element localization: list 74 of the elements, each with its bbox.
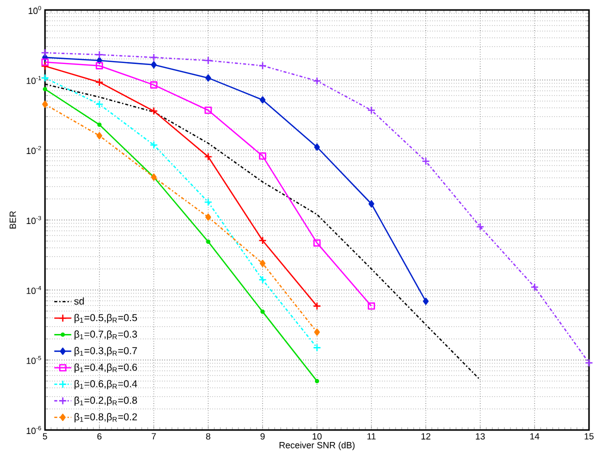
point	[258, 62, 267, 70]
y-tick-label: 10$^{-4}$	[26, 286, 42, 294]
point	[150, 53, 158, 62]
legend-label: β$_{1}$=0.7,β$_{R}$=0.3	[74, 330, 137, 340]
point	[150, 81, 158, 89]
y-tick-label: 10$^{-2}$	[26, 146, 42, 154]
point	[530, 282, 539, 292]
point	[476, 222, 484, 231]
point	[95, 78, 104, 86]
point	[41, 58, 49, 66]
point	[204, 106, 212, 114]
point	[312, 302, 322, 310]
point	[312, 344, 322, 352]
x-tick-label: 11	[367, 433, 376, 440]
point	[314, 328, 320, 336]
point	[422, 157, 430, 166]
point	[206, 240, 210, 244]
legend-label: β$_{1}$=0.4,β$_{R}$=0.6	[74, 363, 137, 373]
point	[150, 106, 158, 116]
point	[42, 100, 48, 108]
point	[260, 260, 266, 268]
legend-label: sd	[74, 297, 84, 305]
legend-label: β$_{1}$=0.5,β$_{R}$=0.5	[74, 314, 137, 324]
point	[95, 50, 104, 59]
x-tick-label: 12	[422, 433, 430, 440]
x-tick-label: 13	[476, 433, 485, 440]
x-axis-title: Receiver SNR (dB)	[280, 442, 355, 450]
point	[368, 302, 376, 310]
point	[150, 61, 157, 68]
y-tick-label: 10$^{-3}$	[26, 216, 42, 224]
point	[40, 62, 50, 70]
y-tick-label: 10$^{-1}$	[26, 76, 42, 84]
point	[40, 74, 50, 82]
x-tick-label: 10	[312, 433, 322, 440]
point	[204, 198, 212, 206]
x-tick-label: 15	[584, 433, 594, 440]
point	[258, 236, 267, 245]
x-tick-label: 5	[42, 433, 48, 440]
point	[313, 239, 321, 247]
point	[258, 152, 266, 160]
point	[95, 100, 104, 108]
point	[205, 213, 212, 221]
point	[314, 378, 320, 384]
point	[260, 310, 265, 314]
point	[422, 298, 429, 305]
x-tick-label: 8	[206, 433, 210, 440]
point	[312, 76, 322, 86]
y-tick-label: 10$^{0}$	[28, 6, 42, 14]
point	[97, 122, 102, 127]
point	[314, 143, 320, 151]
y-tick-label: 10$^{-6}$	[26, 426, 42, 434]
x-tick-label: 6	[97, 433, 102, 440]
point	[367, 106, 376, 114]
y-axis-title: BER	[10, 211, 16, 228]
legend-label: β$_{1}$=0.2,β$_{R}$=0.8	[74, 396, 137, 406]
point	[96, 132, 102, 140]
point	[42, 87, 48, 92]
point	[204, 56, 212, 65]
point	[96, 62, 104, 70]
point	[260, 96, 266, 104]
x-tick-label: 14	[530, 433, 540, 440]
point	[204, 152, 212, 161]
legend-label: β$_{1}$=0.3,β$_{R}$=0.7	[74, 346, 137, 356]
y-tick-label: 10$^{-5}$	[26, 356, 42, 364]
point	[258, 276, 267, 284]
x-tick-label: 9	[260, 433, 265, 440]
legend-label: β$_{1}$=0.6,β$_{R}$=0.4	[74, 380, 138, 390]
point	[584, 358, 594, 368]
point	[368, 200, 374, 208]
x-tick-label: 7	[152, 433, 156, 440]
point	[205, 74, 212, 82]
point	[40, 48, 50, 57]
point	[150, 140, 158, 150]
legend-label: β$_{1}$=0.8,β$_{R}$=0.2	[74, 413, 137, 422]
